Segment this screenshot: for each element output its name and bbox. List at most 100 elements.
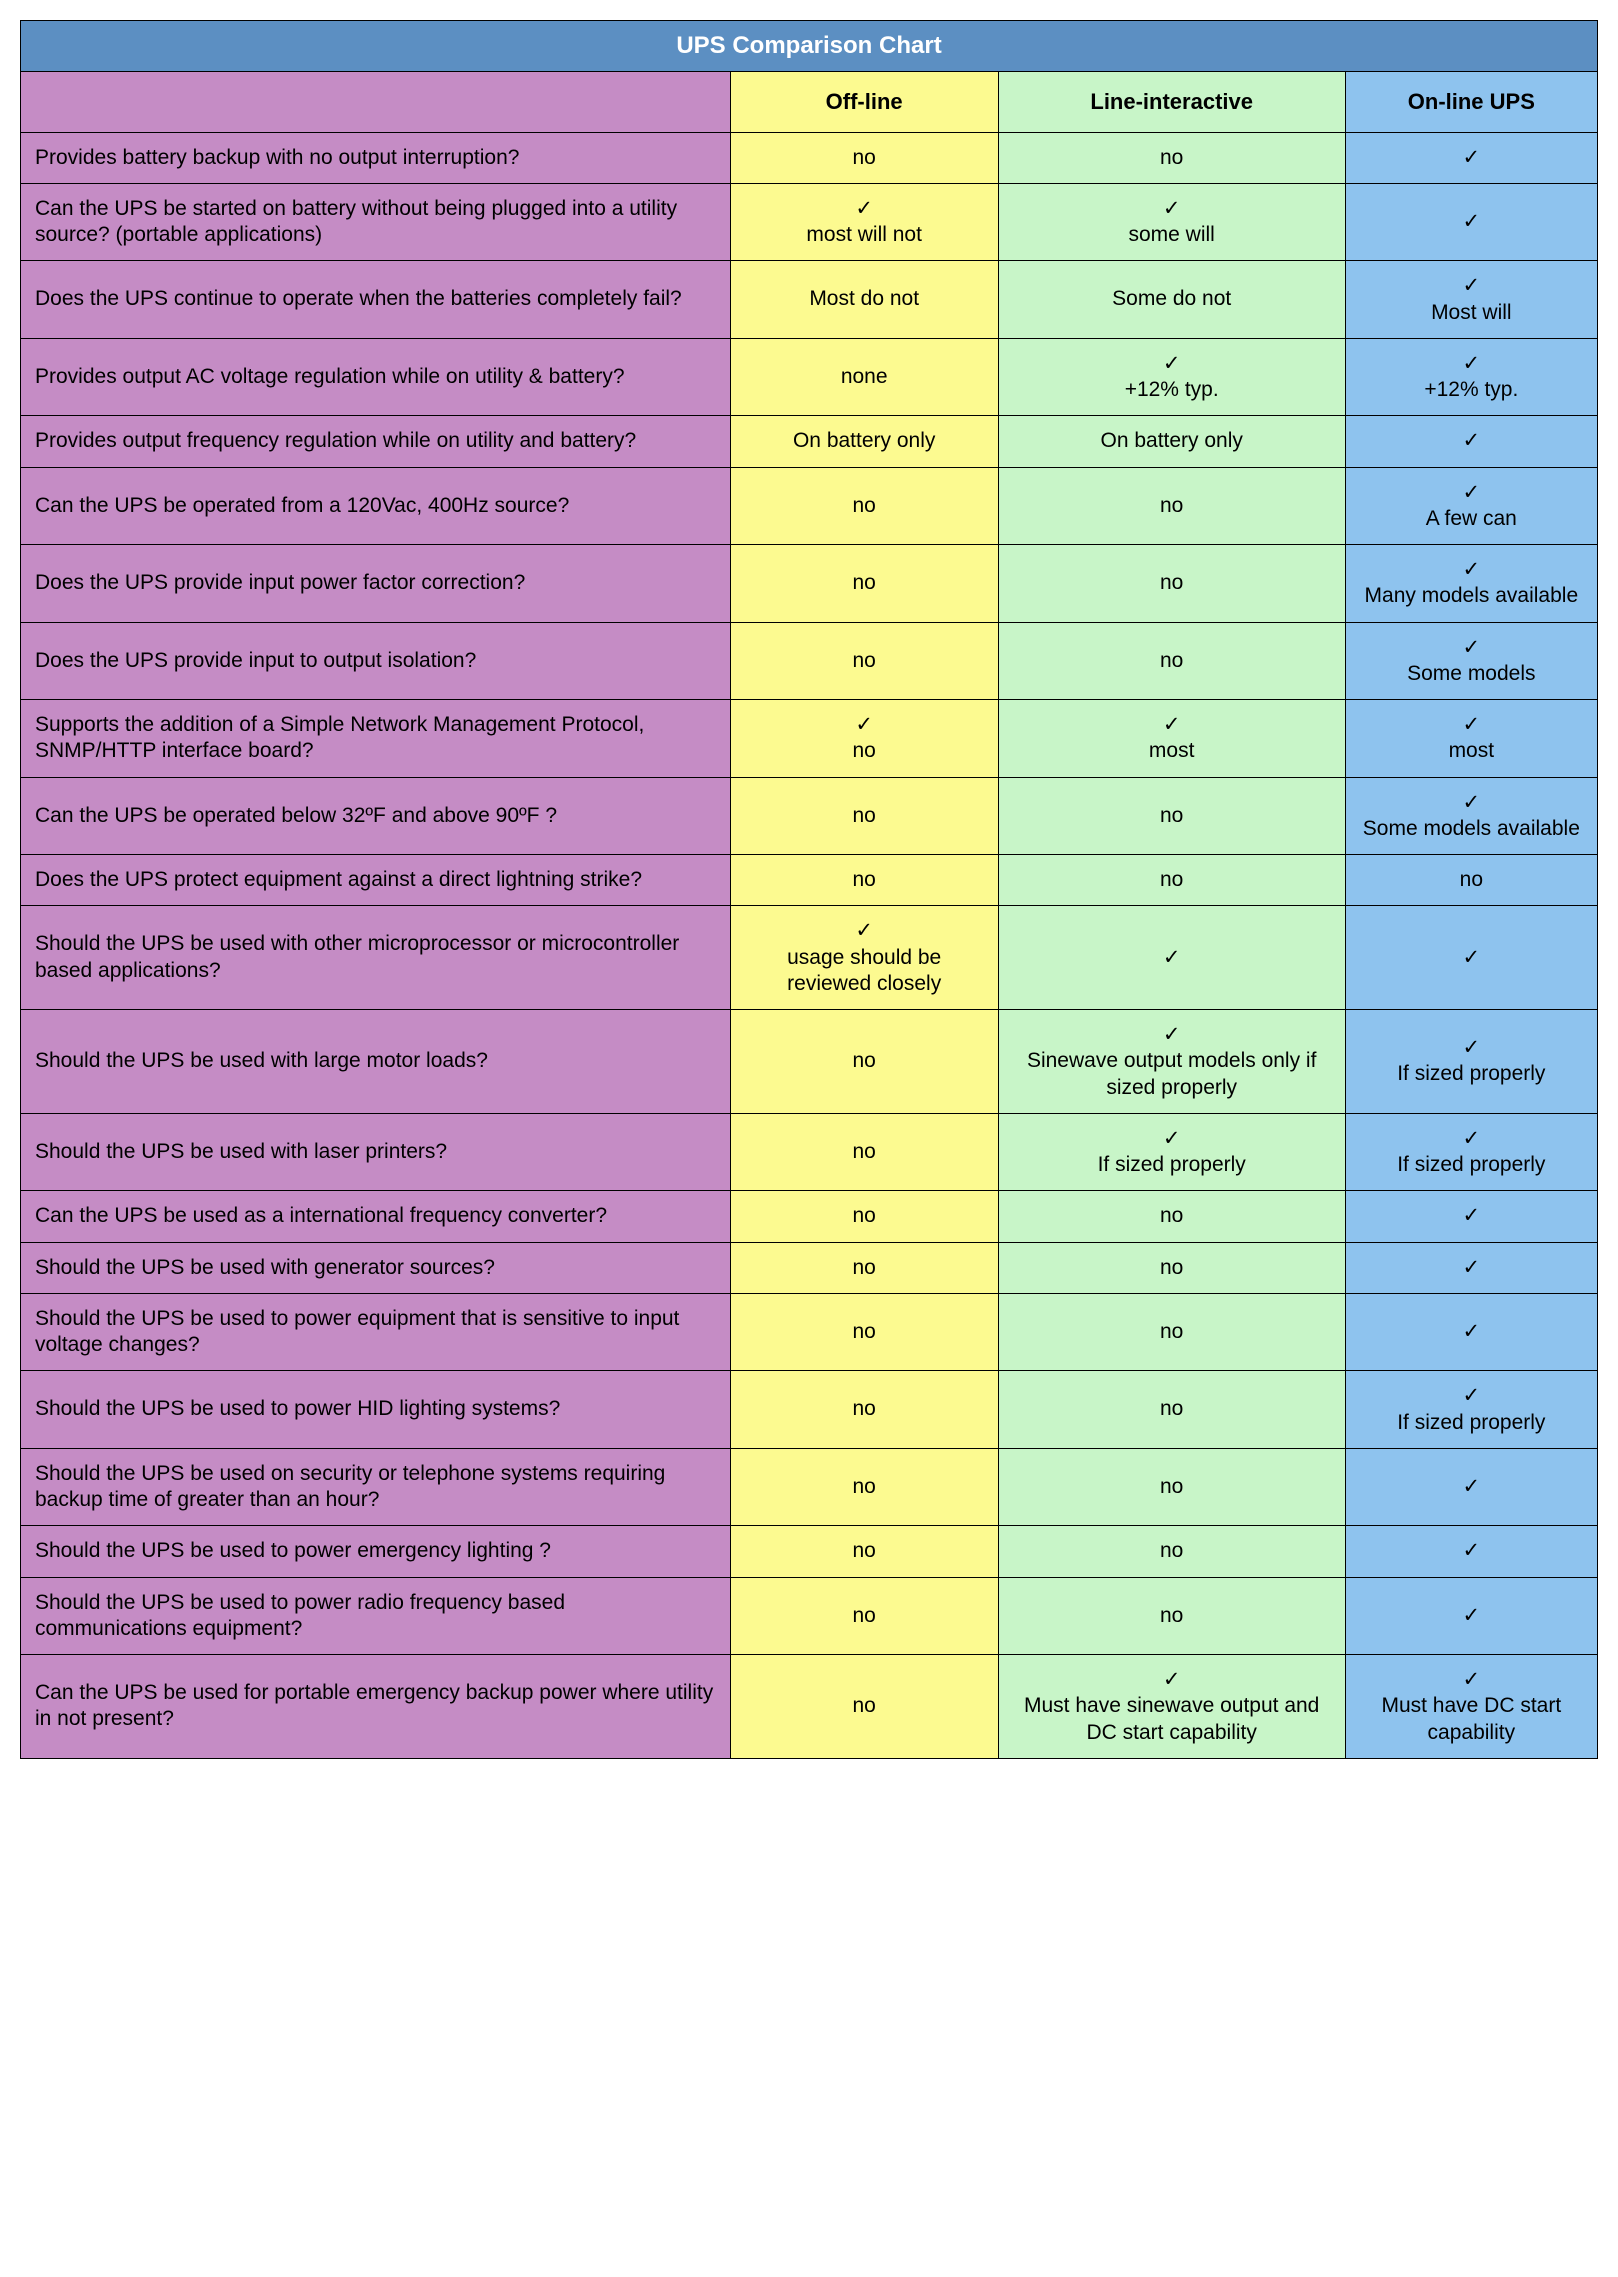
data-cell: no xyxy=(730,777,998,855)
table-row: Should the UPS be used with other microp… xyxy=(21,906,1598,1010)
check-icon: ✓ xyxy=(1360,428,1583,454)
cell-text: no xyxy=(1013,1538,1331,1564)
row-label: Should the UPS be used with large motor … xyxy=(21,1010,731,1114)
cell-text: no xyxy=(745,1538,984,1564)
cell-text: most xyxy=(1360,738,1583,764)
data-cell: no xyxy=(730,855,998,906)
table-row: Should the UPS be used with laser printe… xyxy=(21,1113,1598,1191)
cell-text: Some models available xyxy=(1360,816,1583,842)
cell-text: no xyxy=(1013,1319,1331,1345)
check-icon: ✓ xyxy=(1360,480,1583,506)
cell-text: On battery only xyxy=(1013,428,1331,454)
cell-text: most will not xyxy=(745,222,984,248)
table-row: Should the UPS be used on security or te… xyxy=(21,1448,1598,1526)
check-icon: ✓ xyxy=(1360,1667,1583,1693)
table-row: Supports the addition of a Simple Networ… xyxy=(21,700,1598,778)
data-cell: no xyxy=(998,622,1345,700)
data-cell: no xyxy=(730,1448,998,1526)
row-label: Does the UPS provide input power factor … xyxy=(21,545,731,623)
cell-text: none xyxy=(745,364,984,390)
cell-text: no xyxy=(745,1693,984,1719)
data-cell: ✓ xyxy=(1345,1191,1597,1242)
cell-text: no xyxy=(1013,803,1331,829)
cell-text: On battery only xyxy=(745,428,984,454)
cell-text: Many models available xyxy=(1360,583,1583,609)
cell-text: no xyxy=(745,648,984,674)
data-cell: ✓ xyxy=(1345,1293,1597,1371)
row-label: Should the UPS be used on security or te… xyxy=(21,1448,731,1526)
check-icon: ✓ xyxy=(1013,1022,1331,1048)
cell-text: A few can xyxy=(1360,506,1583,532)
cell-text: no xyxy=(1013,145,1331,171)
data-cell: ✓ xyxy=(1345,1448,1597,1526)
cell-text: no xyxy=(745,1474,984,1500)
data-cell: ✓If sized properly xyxy=(1345,1113,1597,1191)
check-icon: ✓ xyxy=(1360,145,1583,171)
table-row: Does the UPS protect equipment against a… xyxy=(21,855,1598,906)
cell-text: no xyxy=(745,1048,984,1074)
check-icon: ✓ xyxy=(1013,945,1331,971)
data-cell: ✓ xyxy=(1345,1526,1597,1577)
table-row: Does the UPS provide input power factor … xyxy=(21,545,1598,623)
table-row: Can the UPS be used for portable emergen… xyxy=(21,1655,1598,1759)
cell-text: +12% typ. xyxy=(1360,377,1583,403)
col-head-offline: Off-line xyxy=(730,72,998,133)
table-row: Should the UPS be used with generator so… xyxy=(21,1242,1598,1293)
data-cell: no xyxy=(730,1242,998,1293)
data-cell: no xyxy=(730,1191,998,1242)
cell-text: +12% typ. xyxy=(1013,377,1331,403)
cell-text: If sized properly xyxy=(1013,1152,1331,1178)
check-icon: ✓ xyxy=(1013,351,1331,377)
cell-text: Must have DC start capability xyxy=(1360,1693,1583,1746)
cell-text: no xyxy=(745,867,984,893)
row-label: Can the UPS be used for portable emergen… xyxy=(21,1655,731,1759)
check-icon: ✓ xyxy=(1360,1474,1583,1500)
data-cell: ✓ xyxy=(1345,906,1597,1010)
data-cell: none xyxy=(730,338,998,416)
cell-text: most xyxy=(1013,738,1331,764)
data-cell: no xyxy=(998,1371,1345,1449)
cell-text: Most will xyxy=(1360,300,1583,326)
table-row: Should the UPS be used to power equipmen… xyxy=(21,1293,1598,1371)
data-cell: no xyxy=(998,1526,1345,1577)
table-row: Provides output frequency regulation whi… xyxy=(21,416,1598,467)
cell-text: no xyxy=(745,1203,984,1229)
row-label: Supports the addition of a Simple Networ… xyxy=(21,700,731,778)
table-body: Provides battery backup with no output i… xyxy=(21,132,1598,1758)
cell-text: If sized properly xyxy=(1360,1061,1583,1087)
table-row: Should the UPS be used with large motor … xyxy=(21,1010,1598,1114)
data-cell: ✓usage should be reviewed closely xyxy=(730,906,998,1010)
data-cell: ✓+12% typ. xyxy=(998,338,1345,416)
check-icon: ✓ xyxy=(1360,712,1583,738)
row-label: Does the UPS protect equipment against a… xyxy=(21,855,731,906)
data-cell: no xyxy=(730,545,998,623)
data-cell: ✓Some models available xyxy=(1345,777,1597,855)
check-icon: ✓ xyxy=(745,918,984,944)
cell-text: no xyxy=(1013,1255,1331,1281)
check-icon: ✓ xyxy=(1360,1126,1583,1152)
data-cell: ✓most xyxy=(1345,700,1597,778)
cell-text: Sinewave output models only if sized pro… xyxy=(1013,1048,1331,1101)
cell-text: no xyxy=(1360,867,1583,893)
data-cell: ✓ xyxy=(998,906,1345,1010)
data-cell: ✓most will not xyxy=(730,183,998,261)
data-cell: no xyxy=(998,467,1345,545)
data-cell: no xyxy=(730,132,998,183)
table-row: Can the UPS be used as a international f… xyxy=(21,1191,1598,1242)
data-cell: no xyxy=(730,1293,998,1371)
corner-cell xyxy=(21,72,731,133)
cell-text: no xyxy=(745,1139,984,1165)
data-cell: no xyxy=(998,1242,1345,1293)
data-cell: no xyxy=(998,1293,1345,1371)
data-cell: no xyxy=(998,1577,1345,1655)
data-cell: On battery only xyxy=(998,416,1345,467)
row-label: Can the UPS be started on battery withou… xyxy=(21,183,731,261)
cell-text: no xyxy=(745,1255,984,1281)
cell-text: no xyxy=(745,1603,984,1629)
data-cell: ✓ xyxy=(1345,1577,1597,1655)
data-cell: no xyxy=(1345,855,1597,906)
data-cell: no xyxy=(730,1371,998,1449)
row-label: Provides battery backup with no output i… xyxy=(21,132,731,183)
data-cell: ✓Must have sinewave output and DC start … xyxy=(998,1655,1345,1759)
data-cell: no xyxy=(730,622,998,700)
